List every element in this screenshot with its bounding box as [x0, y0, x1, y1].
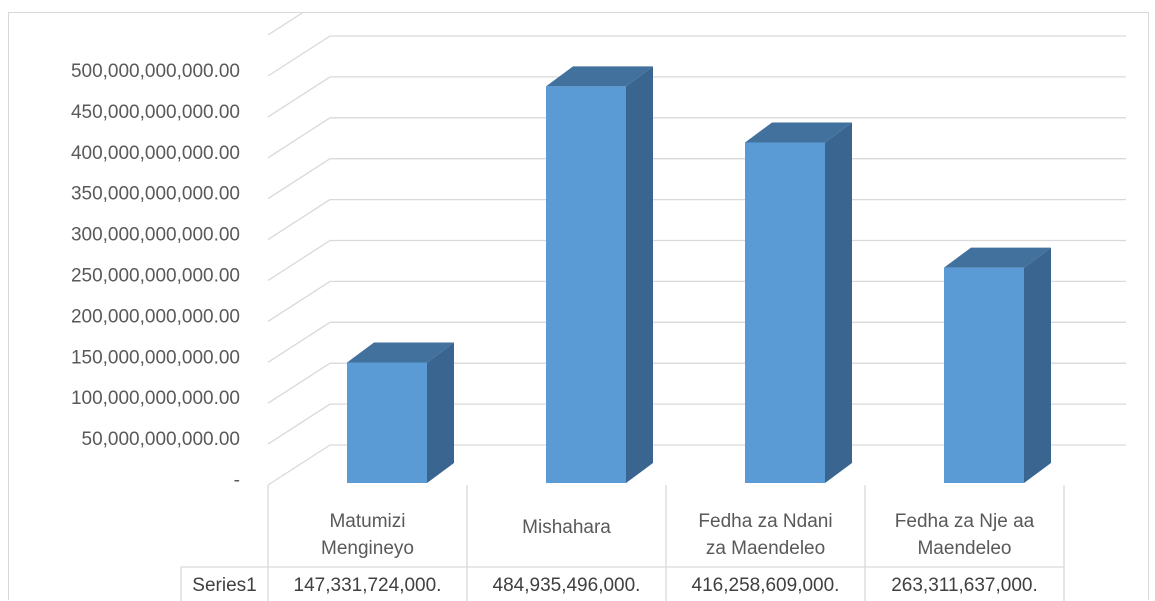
category-label: Matumizi	[329, 511, 405, 532]
gridline-diag	[267, 199, 331, 241]
y-tick-label: 400,000,000,000.00	[71, 143, 240, 164]
bar	[546, 86, 626, 484]
gridline-diag	[267, 76, 331, 118]
data-table-value: 484,935,496,000.	[493, 575, 641, 596]
bar-chart: - 50,000,000,000.00 100,000,000,000.00 150,…	[71, 13, 1126, 601]
y-tick-label: 300,000,000,000.00	[71, 225, 240, 246]
bar-top-face	[546, 66, 653, 87]
gridline-diag	[267, 117, 331, 159]
gridline-diag	[267, 35, 331, 77]
bar-top-face	[347, 342, 454, 363]
chart-area: - 50,000,000,000.00 100,000,000,000.00 150,…	[8, 12, 1149, 601]
y-tick-label: 100,000,000,000.00	[71, 388, 240, 409]
gridline-diag	[267, 158, 331, 200]
y-tick-label: 200,000,000,000.00	[71, 306, 240, 327]
bar-top-face	[944, 247, 1051, 268]
category-label: Maendeleo	[917, 538, 1011, 559]
y-tick-label: 50,000,000,000.00	[82, 429, 241, 450]
data-table-value: 416,258,609,000.	[692, 575, 840, 596]
y-tick-label: 250,000,000,000.00	[71, 266, 240, 287]
y-tick-label: -	[234, 470, 240, 491]
bar-side-face	[626, 66, 653, 484]
series-legend-label: Series1	[192, 575, 256, 596]
y-tick-label: 500,000,000,000.00	[71, 61, 240, 82]
y-tick-label: 350,000,000,000.00	[71, 184, 240, 205]
bar-side-face	[1024, 247, 1051, 483]
gridline-diag	[267, 280, 331, 322]
gridline-diag	[267, 362, 331, 404]
bar-side-face	[825, 122, 852, 483]
bar-top-face	[745, 122, 852, 143]
gridline-diag	[267, 403, 331, 445]
bar	[944, 267, 1024, 483]
category-label: Mengineyo	[321, 538, 414, 559]
category-label: Fedha za Ndani	[698, 511, 832, 532]
bar	[745, 142, 825, 483]
y-tick-label: 450,000,000,000.00	[71, 102, 240, 123]
gridline-diag	[267, 13, 304, 36]
bar	[347, 362, 427, 483]
gridline-diag	[267, 444, 331, 486]
data-table-value: 147,331,724,000.	[294, 575, 442, 596]
category-label: za Maendeleo	[706, 538, 825, 559]
y-tick-label: 150,000,000,000.00	[71, 347, 240, 368]
bar-side-face	[427, 342, 454, 483]
data-table-value: 263,311,637,000.	[891, 575, 1038, 596]
category-label: Mishahara	[522, 517, 611, 538]
gridline-diag	[267, 239, 331, 282]
gridline-diag	[267, 321, 331, 363]
category-label: Fedha za Nje aa	[895, 511, 1035, 532]
